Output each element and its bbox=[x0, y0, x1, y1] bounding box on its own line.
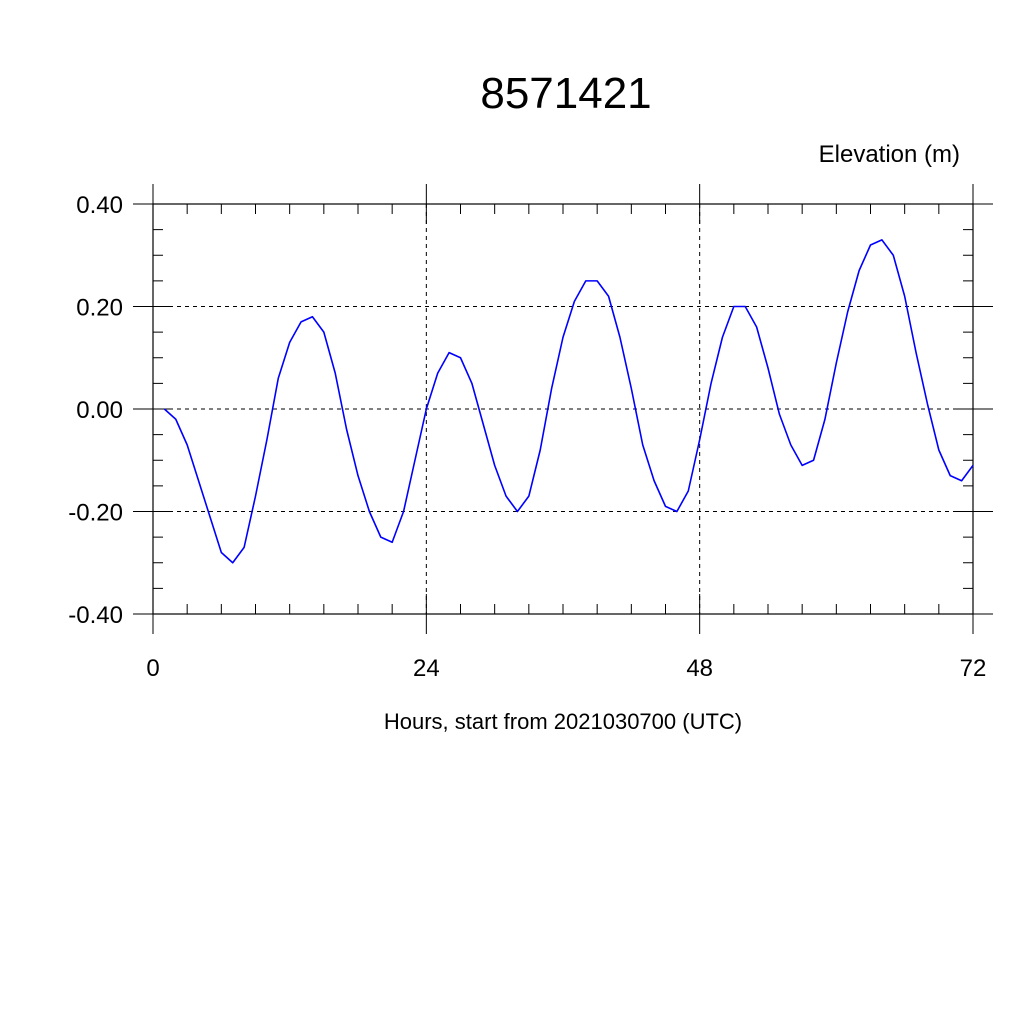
x-axis-label: Hours, start from 2021030700 (UTC) bbox=[384, 709, 742, 734]
x-tick-labels: 0 24 48 72 bbox=[146, 655, 986, 682]
data-series bbox=[163, 239, 974, 564]
x-tick-label: 0 bbox=[146, 655, 159, 682]
chart-title: 8571421 bbox=[480, 69, 651, 118]
y-axis-label: Elevation (m) bbox=[819, 141, 960, 168]
x-tick-label: 24 bbox=[413, 655, 440, 682]
series-line bbox=[163, 239, 974, 564]
y-tick-label: 0.20 bbox=[76, 295, 123, 322]
x-tick-label: 72 bbox=[960, 655, 987, 682]
grid-lines bbox=[152, 203, 974, 615]
x-tick-label: 48 bbox=[686, 655, 713, 682]
y-tick-label: -0.40 bbox=[68, 602, 123, 629]
y-tick-label: -0.20 bbox=[68, 500, 123, 527]
plot-frame bbox=[152, 203, 974, 615]
y-tick-labels: -0.40 -0.20 0.00 0.20 0.40 bbox=[68, 192, 123, 629]
y-tick-label: 0.40 bbox=[76, 192, 123, 219]
y-tick-label: 0.00 bbox=[76, 397, 123, 424]
